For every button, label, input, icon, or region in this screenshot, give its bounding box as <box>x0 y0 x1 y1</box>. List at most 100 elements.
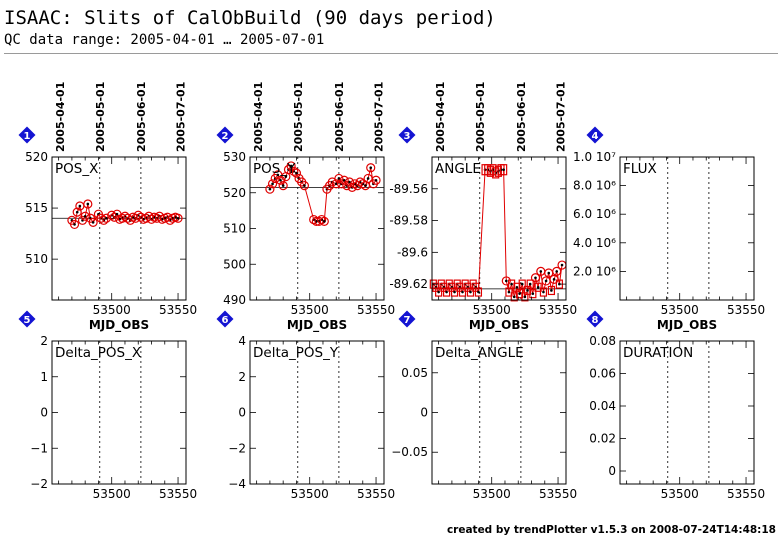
plot-frame <box>51 156 187 301</box>
data-point-center <box>437 290 440 294</box>
x-tick-label: 53500 <box>291 487 329 501</box>
x-tick-label: 53500 <box>93 487 131 501</box>
y-tick-label: −1 <box>30 441 48 455</box>
data-point-center <box>303 184 306 187</box>
y-tick-label: −0.05 <box>391 445 428 459</box>
date-tick-label: 2005-04-01 <box>434 82 447 152</box>
plot-title: ANGLE <box>435 161 481 177</box>
plot-title: Delta_ANGLE <box>435 345 524 361</box>
y-tick-label: 0 <box>608 464 616 478</box>
x-tick-label: 53550 <box>539 303 577 317</box>
plot-frame <box>431 340 567 485</box>
data-point <box>96 213 106 223</box>
y-tick-label: 515 <box>25 201 48 215</box>
x-tick-label: 53550 <box>159 303 197 317</box>
x-tick-label: 53500 <box>661 487 699 501</box>
data-point <box>366 163 376 173</box>
data-point-center <box>281 184 285 187</box>
y-tick-label: −4 <box>228 477 246 491</box>
plot-number-marker <box>586 310 604 328</box>
y-tick-label: 1.0 10⁷ <box>573 150 616 164</box>
data-point-center <box>295 171 298 175</box>
y-tick-label: 8.0 10⁶ <box>573 179 616 193</box>
date-tick-label: 2005-04-01 <box>54 82 67 152</box>
data-point-center <box>542 290 545 294</box>
y-tick-label: 500 <box>223 257 246 271</box>
data-point-center <box>75 210 79 214</box>
data-point-center <box>315 220 318 223</box>
footer-credit: created by trendPlotter v1.5.3 on 2008-0… <box>446 524 776 536</box>
data-point-center <box>337 177 341 180</box>
plot-title: DURATION <box>623 345 693 361</box>
data-point-center <box>536 285 540 289</box>
page-title: ISAAC: Slits of CalObBuild (90 days peri… <box>4 7 496 29</box>
y-tick-label: 1 <box>40 370 48 384</box>
data-point-center <box>550 289 553 292</box>
plot-4: 53500 53550 2.0 10⁶ 4.0 10⁶ 6.0 10⁶ 8.0 10⁶ 1.… <box>573 126 765 333</box>
plot-2: 53500 53550 490 500 510 520 530 POS_Y MJD_OBS 2 20… <box>216 82 395 333</box>
data-point <box>530 273 541 283</box>
plot-number: 8 <box>592 315 599 326</box>
data-point-center <box>91 221 95 224</box>
data-point-center <box>279 178 282 182</box>
plot-number: 1 <box>24 131 31 142</box>
y-tick-label: 520 <box>25 150 48 164</box>
date-tick-label: 2005-06-01 <box>333 82 346 152</box>
series-line <box>432 169 563 299</box>
data-point <box>534 282 542 292</box>
data-point-center <box>83 214 87 218</box>
data-point-center <box>342 178 346 182</box>
data-point-center <box>502 168 505 172</box>
y-tick-label: 2 <box>238 370 246 384</box>
data-point <box>69 219 80 230</box>
y-tick-label: -89.58 <box>389 214 428 228</box>
data-point <box>501 276 511 286</box>
x-tick-label: 53550 <box>727 487 765 501</box>
data-point-center <box>284 175 288 178</box>
plot-frame <box>249 340 385 485</box>
data-point <box>339 175 349 185</box>
data-point-center <box>445 290 448 294</box>
data-point <box>508 279 516 289</box>
date-tick-label: 2005-07-01 <box>175 82 188 152</box>
data-point-center <box>322 220 326 223</box>
y-tick-label: 510 <box>25 252 48 266</box>
plot-number: 3 <box>404 131 411 142</box>
data-point <box>80 211 90 221</box>
data-point <box>125 215 135 225</box>
data-point-center <box>271 182 274 186</box>
plot-frame <box>619 156 755 301</box>
data-point-center <box>558 282 561 286</box>
data-point <box>99 215 109 225</box>
data-point <box>549 274 559 284</box>
y-tick-label: 530 <box>223 150 246 164</box>
plot-3: 53500 53550 -89.62 -89.6 -89.58 -89.56 ANGLE MJ… <box>389 82 577 333</box>
data-point <box>500 164 508 176</box>
x-axis-label: MJD_OBS <box>287 318 347 333</box>
data-point <box>146 214 157 224</box>
data-point-center <box>528 282 532 286</box>
data-point-center <box>86 202 90 206</box>
x-tick-label: 53550 <box>539 487 577 501</box>
y-tick-label: 4.0 10⁶ <box>573 236 616 250</box>
data-point <box>526 279 534 289</box>
plot-number: 4 <box>592 131 599 142</box>
date-tick-label: 2005-04-01 <box>252 82 265 152</box>
plot-title: Delta_POS_X <box>55 345 141 361</box>
data-point <box>344 177 355 187</box>
data-point <box>286 161 296 171</box>
date-tick-label: 2005-05-01 <box>474 82 487 152</box>
y-tick-label: -89.56 <box>389 182 428 196</box>
data-point <box>358 179 368 189</box>
data-point <box>539 287 548 297</box>
data-point <box>510 292 518 302</box>
y-tick-label: 0 <box>420 406 428 420</box>
plot-number: 5 <box>24 315 31 326</box>
data-point-center <box>461 290 464 294</box>
data-point-center <box>552 278 556 281</box>
data-point-center <box>547 271 551 275</box>
y-tick-label: 0.02 <box>589 432 616 446</box>
data-point-center <box>268 187 272 191</box>
y-tick-label: -89.62 <box>389 277 428 291</box>
